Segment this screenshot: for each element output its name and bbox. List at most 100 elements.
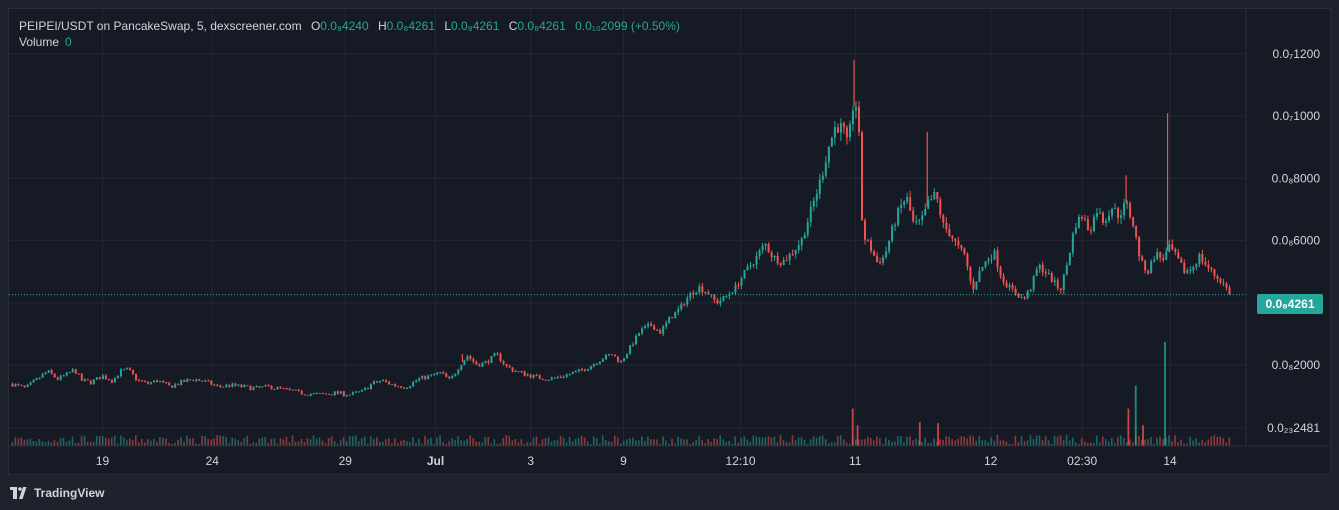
candle-body: [71, 369, 74, 373]
volume-bar: [71, 436, 74, 446]
volume-bar: [237, 440, 240, 446]
volume-bar: [213, 438, 215, 446]
candle-body: [1077, 216, 1080, 228]
volume-bar: [306, 438, 309, 446]
volume-bar: [47, 440, 50, 446]
candle-body: [306, 394, 309, 396]
candle-body: [794, 249, 797, 255]
volume-bar: [556, 440, 559, 446]
volume-bar: [770, 437, 773, 446]
candle-body: [210, 380, 213, 385]
volume-bar: [189, 438, 191, 446]
candle-body: [246, 385, 249, 387]
candle-body: [303, 394, 306, 396]
candle-body: [788, 253, 791, 261]
volume-bar: [1210, 436, 1213, 446]
candle-body: [14, 384, 17, 387]
volume-bar: [897, 436, 899, 446]
volume-bar: [418, 438, 420, 446]
x-tick-label: 19: [96, 454, 110, 468]
volume-bar: [138, 442, 140, 446]
volume-bar: [1117, 437, 1119, 446]
volume-bar: [300, 438, 303, 446]
volume-bar: [620, 443, 622, 446]
volume-bar: [710, 441, 712, 446]
candle-body: [770, 252, 773, 258]
volume-bar: [336, 443, 339, 446]
candle-body: [1177, 252, 1180, 259]
volume-bar: [1074, 442, 1077, 446]
candle-body: [135, 374, 138, 380]
candle-body: [951, 236, 954, 239]
candle-body: [397, 386, 400, 388]
volume-bar: [629, 438, 631, 446]
candle-body: [1026, 290, 1029, 299]
volume-bar: [638, 440, 640, 446]
candle-body: [1207, 264, 1210, 268]
candle-body: [11, 383, 14, 387]
volume-bar: [580, 435, 583, 446]
candle-body: [565, 374, 568, 377]
candle-body: [839, 123, 842, 133]
volume-bar: [376, 437, 378, 446]
volume-bar: [366, 443, 369, 446]
candle-body: [1047, 273, 1050, 275]
volume-bar: [623, 441, 625, 446]
candle-body: [857, 106, 860, 133]
volume-bar: [915, 438, 917, 446]
candle-body: [1014, 288, 1017, 294]
candle-body: [101, 375, 104, 380]
volume-bar: [1005, 441, 1008, 446]
candle-body: [165, 381, 168, 383]
volume-bar: [1147, 439, 1149, 446]
candle-body: [559, 376, 562, 378]
volume-bar: [333, 441, 336, 446]
volume-bar: [791, 435, 794, 446]
y-tick-label: 0.0₂₃2481: [1267, 421, 1320, 435]
volume-bar: [282, 439, 285, 446]
volume-bar: [1189, 436, 1191, 446]
candle-body: [909, 197, 912, 211]
price-chart[interactable]: 0.0₇12000.0₇10000.0₈80000.0₈60000.0₈4000…: [9, 9, 1330, 474]
volume-bar: [867, 436, 869, 446]
volume-bar: [737, 442, 740, 446]
volume-bar: [984, 440, 987, 446]
volume-bar: [1150, 437, 1152, 446]
chart-panel[interactable]: 0.0₇12000.0₇10000.0₈80000.0₈60000.0₈4000…: [8, 8, 1331, 475]
candle-body: [493, 353, 496, 357]
footer[interactable]: TradingView: [10, 484, 104, 502]
volume-bar: [779, 435, 782, 446]
time-axis[interactable]: 19 24 29 Jul 3 9 12:10 11 12 02:30 14: [96, 454, 1177, 468]
price-axis[interactable]: 0.0₇12000.0₇10000.0₈80000.0₈60000.0₈4000…: [1267, 47, 1320, 435]
candle-body: [1150, 261, 1153, 274]
volume-bar: [785, 441, 788, 446]
volume-bar: [677, 436, 679, 446]
candle-body: [116, 376, 119, 378]
y-tick-label: 0.0₈6000: [1272, 234, 1321, 248]
candle-body: [177, 384, 180, 386]
volume-bar: [647, 436, 649, 446]
volume-bar: [1192, 440, 1194, 446]
volume-bar: [728, 440, 731, 446]
candle-body: [270, 385, 273, 390]
candle-body: [701, 286, 704, 293]
volume-bar: [1228, 437, 1231, 446]
volume-bar: [773, 436, 776, 446]
candle-body: [119, 369, 122, 377]
candle-body: [641, 328, 644, 334]
candle-body: [502, 360, 505, 364]
volume-bar: [936, 441, 938, 446]
candle-body: [1065, 265, 1068, 275]
candle-body: [867, 239, 870, 241]
volume-bar: [903, 442, 905, 446]
volume-bar: [141, 438, 143, 446]
volume-value: 0: [65, 35, 72, 49]
volume-bar: [547, 437, 550, 446]
volume-bar: [342, 437, 345, 446]
volume-bar: [520, 439, 523, 446]
candle-body: [1132, 217, 1135, 227]
volume-bar: [592, 436, 595, 446]
volume-bar: [1050, 443, 1053, 446]
candle-body: [870, 240, 873, 252]
volume-bar: [246, 435, 249, 446]
